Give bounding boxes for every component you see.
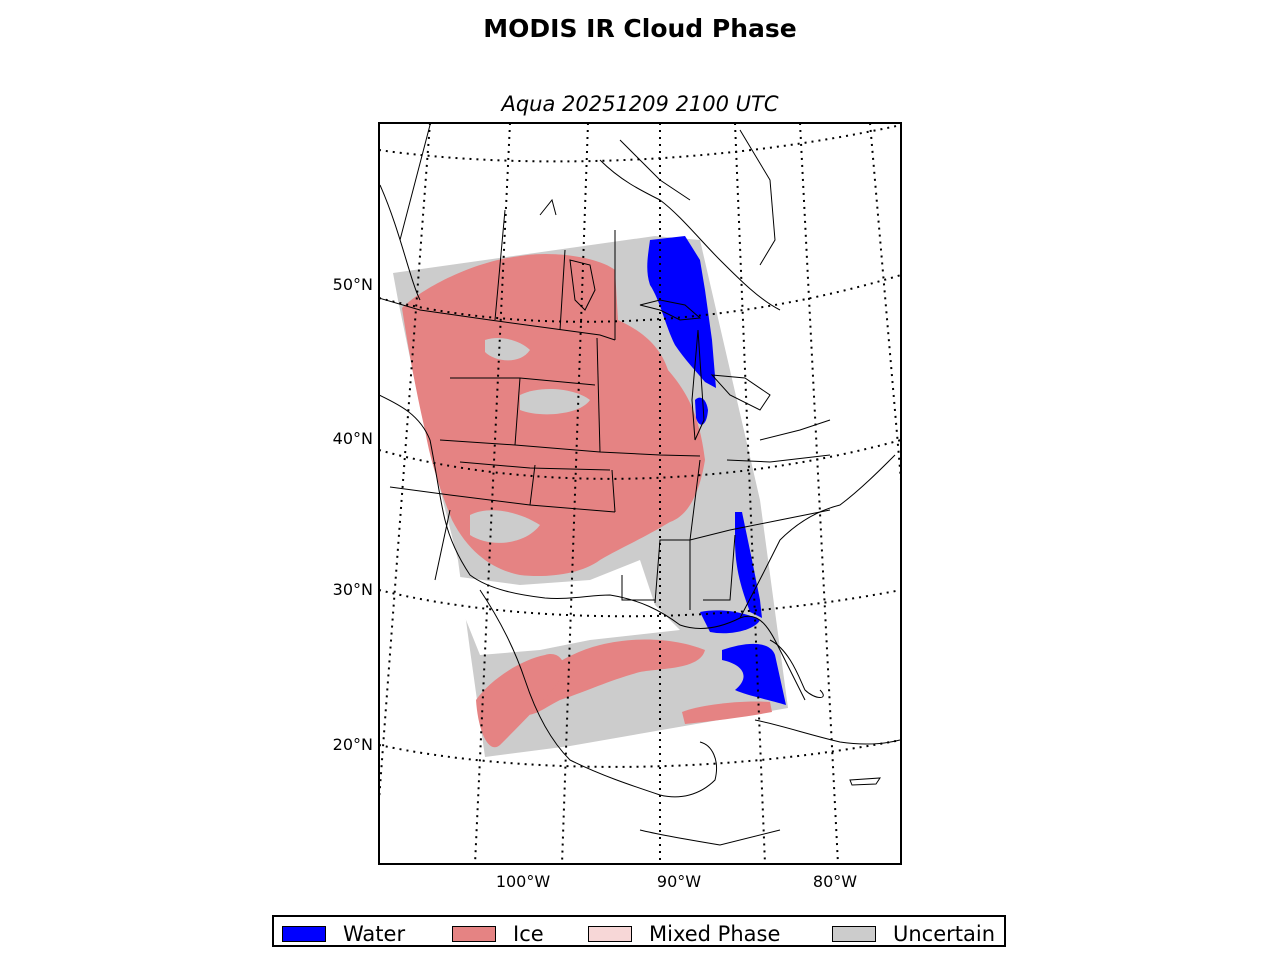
legend-item-uncertain: Uncertain: [832, 922, 995, 946]
legend-swatch-mixed-phase: [588, 926, 632, 942]
lat-label: 20°N: [333, 735, 373, 754]
legend-swatch-uncertain: [832, 926, 876, 942]
ice-region-mexico: [476, 654, 565, 748]
lon-label: 80°W: [813, 872, 857, 891]
legend-label: Mixed Phase: [649, 922, 781, 946]
graticule: [379, 123, 901, 864]
water-region-cuba: [722, 643, 786, 705]
ice-region-gulf: [515, 639, 705, 715]
legend-swatch-ice: [452, 926, 496, 942]
legend-item-water: Water: [282, 922, 405, 946]
lat-label: 30°N: [333, 580, 373, 599]
water-region-ontario: [647, 236, 716, 388]
lon-label: 100°W: [496, 872, 551, 891]
figure-title: MODIS IR Cloud Phase: [483, 14, 797, 43]
legend-label: Uncertain: [893, 922, 996, 946]
legend: Water Ice Mixed Phase Uncertain: [272, 915, 1006, 947]
coastlines: [379, 159, 901, 846]
water-region-michigan: [695, 397, 708, 425]
lat-label: 40°N: [333, 429, 373, 448]
lat-label: 50°N: [333, 275, 373, 294]
uncertain-patch-dakota: [485, 338, 530, 361]
ice-region-caribbean: [682, 701, 772, 724]
uncertain-patch-kansas: [520, 388, 590, 415]
map-frame: [378, 122, 902, 865]
figure-subtitle: Aqua 20251209 2100 UTC: [501, 92, 779, 116]
ice-region-main: [402, 253, 705, 577]
swath-gap: [445, 560, 680, 655]
lon-label: 90°W: [657, 872, 701, 891]
legend-item-ice: Ice: [452, 922, 544, 946]
water-region-georgia: [735, 512, 762, 618]
legend-item-mixed-phase: Mixed Phase: [588, 922, 780, 946]
legend-swatch-water: [282, 926, 326, 942]
legend-label: Water: [343, 922, 406, 946]
uncertain-patch-texas: [470, 510, 540, 543]
legend-label: Ice: [513, 922, 544, 946]
